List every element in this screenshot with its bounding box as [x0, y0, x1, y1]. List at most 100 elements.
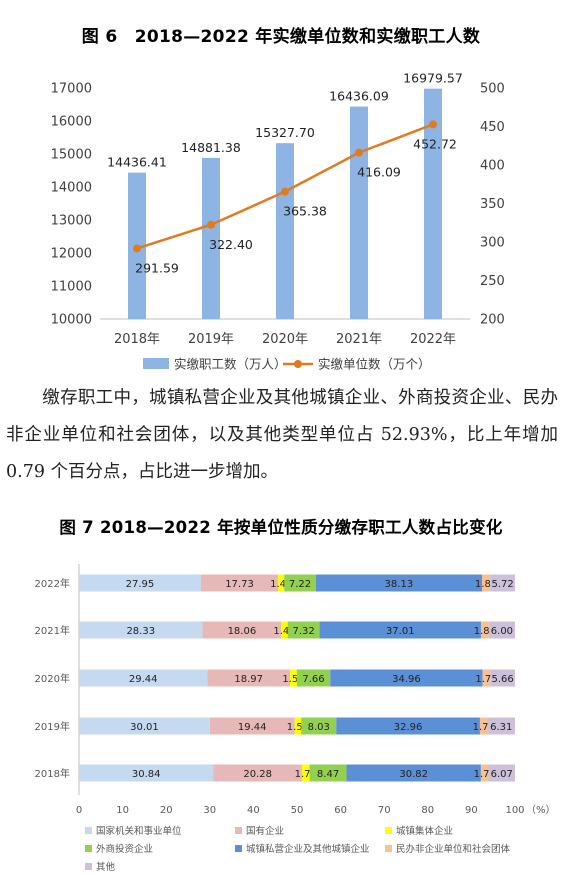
stacked-bar-segment: [278, 574, 285, 592]
segment-data-label: 20.28: [243, 769, 272, 780]
legend-label: 其他: [96, 861, 116, 873]
segment-data-label: 7.32: [292, 626, 314, 637]
legend-swatch: [235, 845, 242, 852]
x-tick-label: 60: [334, 805, 347, 816]
line-data-label: 365.38: [283, 204, 327, 219]
bar: [350, 106, 368, 319]
segment-data-label: 5.66: [492, 674, 514, 685]
stacked-bar-segment: [479, 717, 488, 735]
segment-data-label: 34.96: [392, 674, 421, 685]
line-data-label: 322.40: [209, 237, 253, 252]
y-left-tick-label: 13000: [51, 214, 92, 229]
figure-7-title: 图 7 2018—2022 年按单位性质分缴存职工人数占比变化: [59, 518, 503, 537]
x-tick-label: 50: [291, 805, 304, 816]
figure-7-chart: 2022年 27.95 17.73 1.407.22 38.13 1.865.72 2021…: [35, 564, 556, 873]
x-tick-label: 30: [203, 805, 216, 816]
stacked-bar-segment: [281, 621, 288, 639]
bar: [202, 157, 220, 319]
stacked-bar-segment: [480, 621, 489, 639]
stacked-bar-segment: [79, 669, 208, 687]
segment-data-label: 38.13: [385, 579, 414, 590]
x-tick-label: 90: [465, 805, 478, 816]
legend-swatch: [85, 845, 92, 852]
legend-label: 城镇私营企业及其他城镇企业: [246, 843, 370, 855]
segment-data-label: 1.52: [287, 722, 309, 733]
bar-data-label: 16436.09: [329, 89, 389, 104]
segment-data-label: 37.01: [386, 626, 415, 637]
segment-data-label: 5.72: [491, 579, 513, 590]
line-point: [207, 220, 215, 229]
legend-line-label: 实缴单位数（万个）: [318, 357, 431, 372]
segment-data-label: 18.06: [228, 626, 257, 637]
stacked-bar-segment: [200, 574, 279, 592]
stacked-bar-segment: [482, 669, 491, 687]
y-tick-label: 2021年: [35, 624, 70, 637]
stacked-bar-segment: [488, 621, 515, 639]
segment-data-label: 1.55: [282, 674, 304, 685]
stacked-bar-segment: [490, 669, 515, 687]
legend-line-marker: [294, 360, 302, 368]
y-right-tick-label: 300: [480, 236, 505, 251]
y-left-tick-label: 17000: [51, 82, 92, 97]
x-tick-label: 80: [421, 805, 434, 816]
segment-data-label: 18.97: [234, 674, 263, 685]
legend-swatch: [85, 827, 92, 834]
segment-data-label: 29.44: [129, 674, 158, 685]
segment-data-label: 6.00: [491, 626, 513, 637]
stacked-bar-segment: [315, 574, 482, 592]
bar: [424, 88, 442, 319]
figure-6-chart: 10000 11000 12000 13000 14000 15000 16000 17000…: [51, 71, 505, 372]
bar-data-label: 16979.57: [403, 71, 463, 86]
x-tick-label: 70: [378, 805, 391, 816]
y-left-tick-label: 12000: [51, 247, 92, 262]
segment-data-label: 6.31: [490, 722, 512, 733]
stacked-bar-segment: [213, 764, 302, 782]
stacked-bar-segment: [480, 764, 489, 782]
y-tick-label: 2020年: [35, 672, 70, 685]
segment-data-label: 1.73: [473, 722, 495, 733]
stacked-bar-segment: [79, 764, 214, 782]
legend-label: 民办非企业单位和社会团体: [396, 843, 511, 855]
y-right-tick-label: 400: [480, 159, 505, 174]
legend-bar-swatch: [143, 358, 169, 369]
y-right-tick-label: 350: [480, 197, 505, 212]
y-left-tick-label: 15000: [51, 148, 92, 163]
line-point: [355, 148, 363, 157]
x-tick-label: 2018年: [114, 332, 160, 347]
line-point: [133, 244, 141, 253]
segment-data-label: 1.75: [474, 769, 496, 780]
line-point: [429, 120, 437, 129]
segment-data-label: 1.81: [474, 626, 496, 637]
line-data-label: 416.09: [357, 165, 401, 180]
segment-data-label: 17.73: [225, 579, 254, 590]
y-right-tick-label: 500: [480, 82, 505, 97]
stacked-bar-segment: [294, 717, 302, 735]
stacked-bar-segment: [488, 764, 515, 782]
stacked-bar-segment: [202, 621, 282, 639]
segment-data-label: 30.82: [399, 769, 428, 780]
line-point: [281, 187, 289, 196]
legend-swatch: [85, 863, 92, 870]
figure-6-title: 图 6 2018—2022 年实缴单位数和实缴职工人数: [81, 27, 481, 47]
stacked-bar-segment: [79, 574, 201, 592]
stacked-bar-segment: [490, 574, 516, 592]
legend-bar-label: 实缴职工数（万人）: [174, 357, 287, 372]
segment-data-label: 30.84: [132, 769, 161, 780]
x-unit-label: （%）: [526, 804, 556, 816]
stacked-bar-segment: [346, 764, 481, 782]
x-tick-label: 10: [116, 805, 129, 816]
segment-data-label: 7.66: [302, 674, 324, 685]
stacked-bar-segment: [319, 621, 481, 639]
y-tick-label: 2018年: [35, 767, 70, 780]
segment-data-label: 1.47: [273, 626, 295, 637]
x-tick-label: 0: [76, 805, 82, 816]
x-tick-label: 20: [160, 805, 173, 816]
segment-data-label: 30.01: [130, 722, 159, 733]
stacked-bar-segment: [284, 574, 316, 592]
segment-data-label: 7.22: [289, 579, 311, 590]
bar-data-label: 14881.38: [181, 140, 241, 155]
legend-swatch: [385, 827, 392, 834]
x-tick-label: 2020年: [262, 332, 308, 347]
legend-label: 国家机关和事业单位: [96, 825, 182, 837]
body-paragraph: 缴存职工中，城镇私营企业及其他城镇企业、外商投资企业、民办非企业单位和社会团体，…: [6, 380, 558, 491]
